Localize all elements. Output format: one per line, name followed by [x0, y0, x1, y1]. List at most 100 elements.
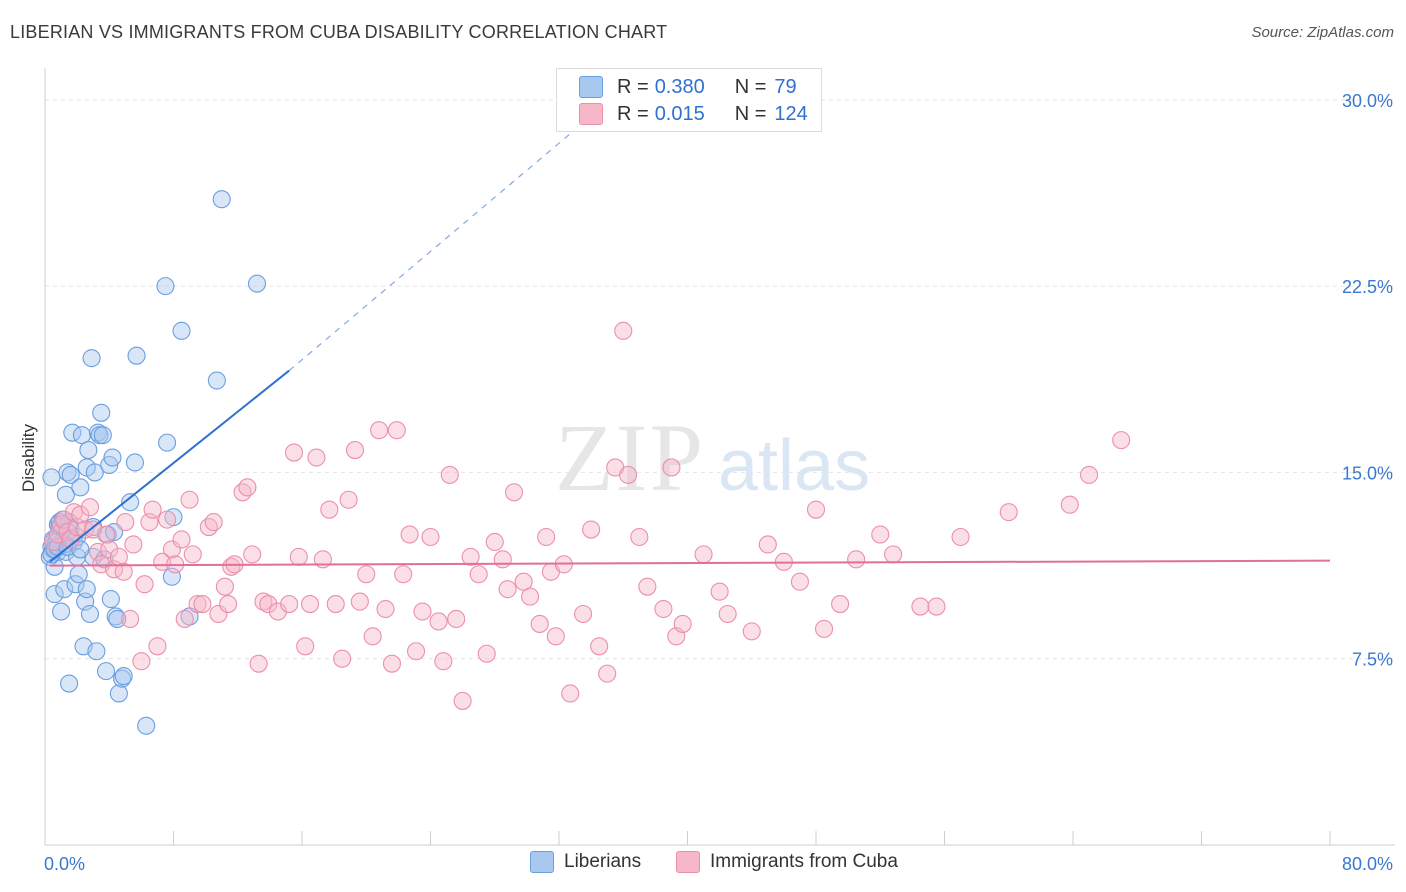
cuba-point [300, 595, 320, 614]
series-legend: Liberians Immigrants from Cuba [0, 851, 1406, 879]
liberians-point [71, 478, 90, 497]
cuba-point [619, 465, 638, 484]
legend-swatch-liberians [530, 851, 554, 873]
cuba-point [911, 597, 930, 616]
cuba-point [114, 562, 133, 581]
x-tick-label: 80.0% [1342, 854, 1393, 874]
x-tick-label: 0.0% [44, 854, 85, 874]
liberians-point [79, 441, 98, 460]
cuba-point [259, 595, 278, 614]
liberians-point [85, 463, 104, 482]
liberians-point [125, 453, 144, 472]
cuba-point [289, 547, 308, 566]
cuba-swatch [579, 103, 603, 125]
liberians-point [158, 433, 177, 452]
cuba-point [1060, 495, 1079, 514]
liberians-point [207, 371, 226, 390]
y-tick-label: 7.5% [1352, 650, 1393, 670]
cuba-point [546, 627, 565, 646]
cuba-point [758, 535, 777, 554]
cuba-point [537, 527, 556, 547]
cuba-point [694, 545, 713, 564]
liberians-point [101, 590, 120, 609]
cuba-point [673, 614, 692, 633]
liberians-swatch [579, 76, 603, 98]
cuba-point [710, 582, 729, 601]
cuba-point [1112, 431, 1131, 450]
cuba-point [243, 545, 262, 564]
legend-swatch-cuba [676, 851, 700, 873]
cuba-point [199, 518, 218, 537]
cuba-point [333, 649, 352, 668]
cuba-point [806, 500, 826, 519]
y-axis-label: Disability [19, 423, 38, 492]
cuba-point [162, 540, 181, 559]
cuba-point [124, 535, 143, 554]
liberians-trendline-extension [288, 129, 576, 372]
cuba-point [453, 691, 472, 710]
stats-row-cuba: R = 0.015 N = 124 [579, 101, 808, 127]
legend-label-cuba: Immigrants from Cuba [710, 851, 898, 872]
r-label: R = [617, 75, 649, 98]
cuba-point [180, 490, 199, 509]
liberians-point [71, 540, 90, 559]
cuba-point [485, 532, 504, 552]
cuba-point [469, 565, 488, 584]
cuba-point [80, 498, 100, 517]
cuba-point [461, 547, 480, 566]
legend-item-liberians[interactable]: Liberians [530, 851, 641, 873]
cuba-point [598, 664, 617, 683]
cuba-point [951, 527, 970, 547]
cuba-point [116, 513, 135, 532]
liberians-point [87, 642, 106, 661]
liberians-point [56, 485, 75, 504]
cuba-trendline [49, 559, 1331, 567]
liberians-point [108, 609, 127, 629]
liberians-point [137, 716, 156, 735]
cuba-point [135, 575, 154, 594]
cuba-point [742, 622, 761, 641]
liberians-point [77, 580, 96, 599]
cuba-point [884, 545, 903, 564]
cuba-point [320, 500, 339, 519]
liberians-point [127, 346, 146, 365]
n-label: N = [734, 102, 767, 125]
r-label: R = [617, 102, 649, 125]
liberians-point [69, 565, 88, 584]
cuba-point [394, 565, 413, 584]
liberians-point [109, 684, 128, 703]
liberians-point [80, 604, 100, 624]
cuba-point [421, 527, 440, 547]
cuba-point [638, 577, 657, 596]
cuba-point [96, 525, 116, 544]
legend-item-cuba[interactable]: Immigrants from Cuba [676, 851, 898, 873]
liberians-point [45, 585, 64, 604]
n-value-cuba: 124 [774, 102, 808, 125]
cuba-point [814, 619, 834, 638]
cuba-point [172, 530, 191, 549]
cuba-point [614, 321, 633, 340]
cuba-point [847, 550, 866, 569]
cuba-point [215, 577, 234, 596]
cuba-point [204, 513, 223, 532]
cuba-point [339, 490, 358, 509]
watermark-zip: ZIP [555, 404, 705, 511]
cuba-point [284, 443, 304, 462]
liberians-point [172, 321, 191, 340]
cuba-point [209, 604, 228, 624]
cuba-point [249, 654, 268, 673]
cuba-point [582, 520, 601, 539]
n-label: N = [734, 75, 767, 98]
cuba-point [630, 527, 649, 547]
liberians-point [96, 662, 116, 681]
cuba-point [376, 599, 395, 619]
cuba-point [406, 642, 426, 661]
cuba-point [434, 652, 453, 671]
cuba-point [429, 612, 448, 631]
cuba-point [280, 595, 299, 614]
cuba-point [498, 580, 517, 599]
r-value-cuba: 0.015 [654, 102, 705, 125]
liberians-point [103, 448, 122, 467]
cuba-point [183, 545, 202, 564]
cuba-point [477, 644, 496, 663]
